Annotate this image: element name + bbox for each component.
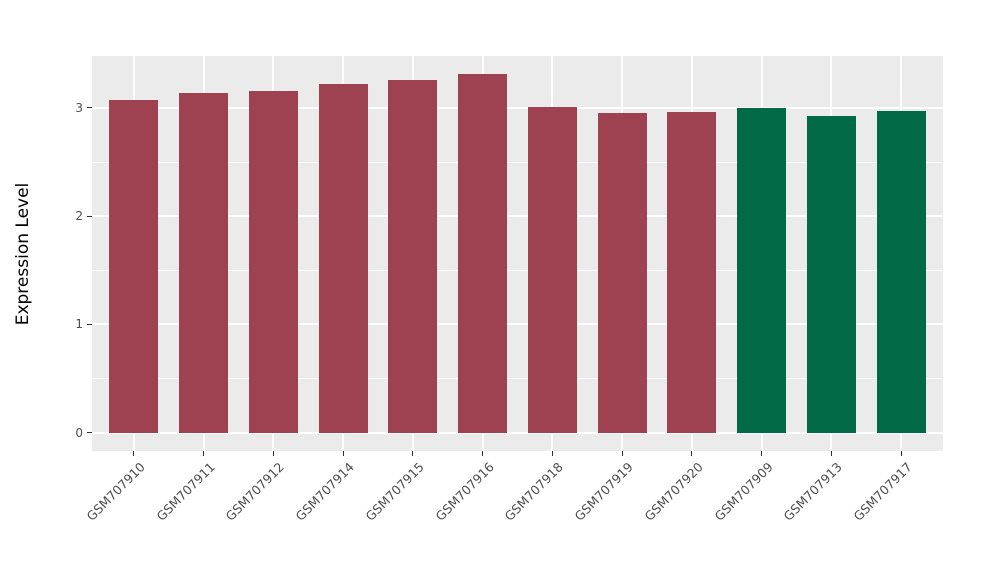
y-tick-mark-0 <box>87 432 92 434</box>
x-tick-mark-GSM707911 <box>203 451 205 456</box>
bar-GSM707914 <box>318 84 368 433</box>
bar-GSM707916 <box>458 74 508 433</box>
bar-GSM707919 <box>597 113 647 433</box>
major-gridline-y-1 <box>92 323 943 326</box>
bar-GSM707920 <box>667 112 717 433</box>
bar-GSM707912 <box>248 90 298 433</box>
x-tick-label-GSM707920: GSM707920 <box>641 459 706 524</box>
minor-gridline-y-2.5 <box>92 161 943 163</box>
bar-GSM707911 <box>179 92 228 433</box>
x-tick-mark-GSM707920 <box>691 451 693 456</box>
minor-gridline-y-1.5 <box>92 269 943 271</box>
plot-panel <box>92 56 943 451</box>
x-tick-label-GSM707912: GSM707912 <box>222 459 288 524</box>
x-tick-label-GSM707915: GSM707915 <box>362 459 427 524</box>
y-tick-label-0: 0 <box>75 425 83 440</box>
x-tick-mark-GSM707918 <box>551 451 553 456</box>
bar-GSM707910 <box>109 100 159 433</box>
y-tick-mark-3 <box>87 107 92 109</box>
x-tick-mark-GSM707915 <box>412 451 414 456</box>
y-tick-label-1: 1 <box>75 317 83 332</box>
bar-GSM707915 <box>388 79 438 433</box>
bar-GSM707918 <box>527 106 577 433</box>
x-tick-mark-GSM707910 <box>133 451 135 456</box>
x-tick-mark-GSM707909 <box>761 451 763 456</box>
bar-GSM707913 <box>806 115 856 433</box>
major-gridline-y-2 <box>92 215 943 218</box>
x-tick-mark-GSM707916 <box>482 451 484 456</box>
x-tick-label-GSM707917: GSM707917 <box>850 459 916 524</box>
y-tick-mark-2 <box>87 215 92 217</box>
x-tick-mark-GSM707913 <box>830 451 832 456</box>
x-tick-label-GSM707914: GSM707914 <box>292 459 358 524</box>
x-tick-mark-GSM707919 <box>621 451 623 456</box>
x-tick-mark-GSM707917 <box>900 451 902 456</box>
bar-GSM707917 <box>876 111 926 433</box>
x-tick-mark-GSM707912 <box>272 451 274 456</box>
y-axis-title: Expression Level <box>13 182 33 325</box>
major-gridline-y-0 <box>92 431 943 434</box>
x-tick-label-GSM707911: GSM707911 <box>153 459 218 524</box>
y-tick-mark-1 <box>87 323 92 325</box>
major-gridline-y-3 <box>92 106 943 109</box>
bar-GSM707909 <box>737 107 787 433</box>
x-tick-label-GSM707916: GSM707916 <box>432 459 497 524</box>
x-tick-label-GSM707918: GSM707918 <box>501 459 567 524</box>
x-tick-label-GSM707910: GSM707910 <box>83 459 148 524</box>
x-tick-mark-GSM707914 <box>342 451 344 456</box>
y-tick-label-3: 3 <box>75 100 83 115</box>
y-tick-label-2: 2 <box>75 209 83 224</box>
minor-gridline-y-0.5 <box>92 377 943 379</box>
x-tick-label-GSM707919: GSM707919 <box>571 459 637 524</box>
x-tick-label-GSM707909: GSM707909 <box>711 459 776 524</box>
x-tick-label-GSM707913: GSM707913 <box>780 459 846 524</box>
